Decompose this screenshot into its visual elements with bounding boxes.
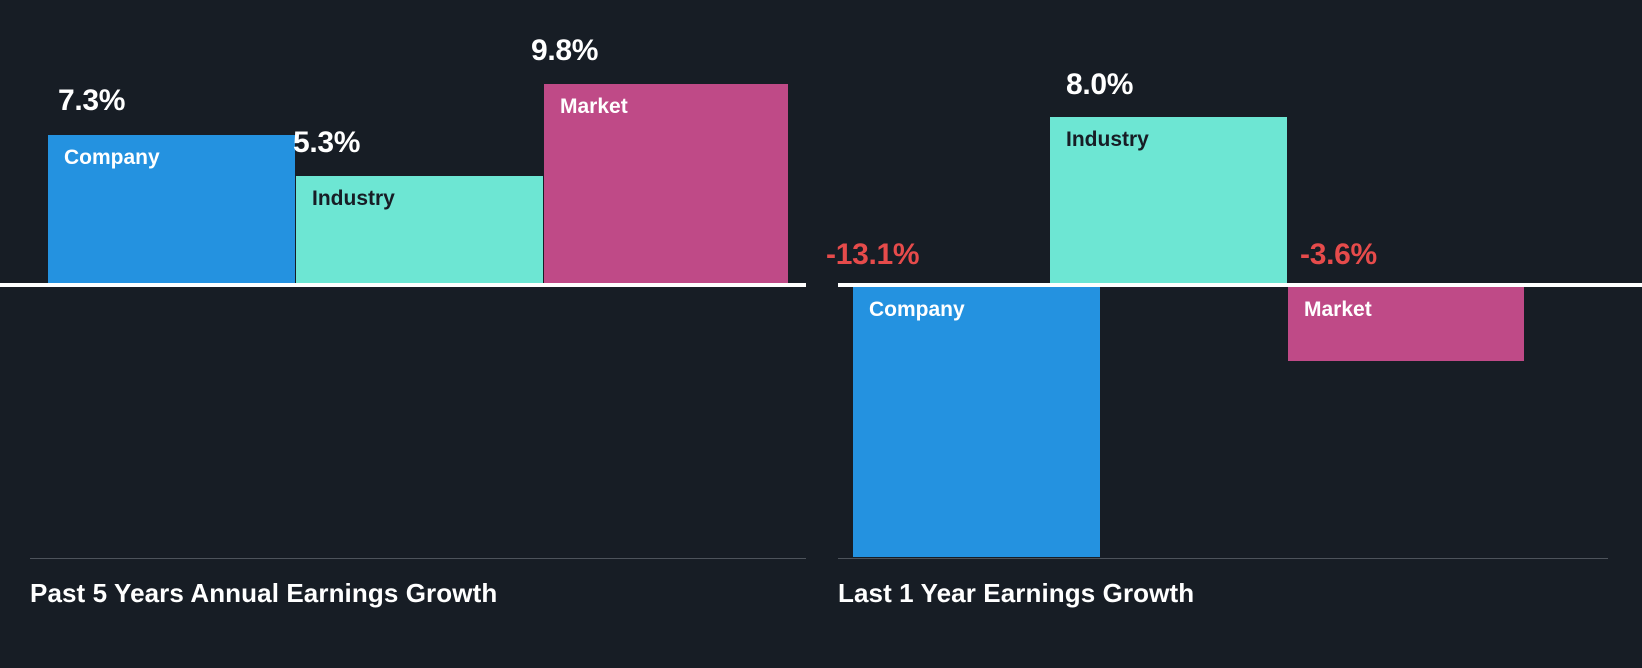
bar-label-industry: Industry <box>312 187 395 210</box>
panel-past-5-years: 7.3% Company 5.3% Industry 9.8% Market P… <box>0 0 806 668</box>
bar-industry[interactable]: Industry <box>1050 117 1287 283</box>
panel-footer-divider <box>30 558 806 559</box>
bar-label-market: Market <box>560 95 628 118</box>
value-label-market: -3.6% <box>1300 238 1377 271</box>
value-label-industry: 8.0% <box>1066 68 1134 101</box>
bar-market[interactable]: Market <box>544 84 788 283</box>
bar-company[interactable]: Company <box>853 287 1100 557</box>
panel-title-past-5-years: Past 5 Years Annual Earnings Growth <box>30 578 498 608</box>
bar-label-company: Company <box>64 146 160 169</box>
bar-industry[interactable]: Industry <box>296 176 543 283</box>
value-label-company: 7.3% <box>58 84 126 117</box>
panel-footer-divider <box>838 558 1608 559</box>
value-label-market: 9.8% <box>531 34 599 67</box>
panel-last-1-year: -13.1% Company 8.0% Industry -3.6% Marke… <box>826 0 1642 668</box>
value-label-company: -13.1% <box>826 238 920 271</box>
plot-area-past-5-years: 7.3% Company 5.3% Industry 9.8% Market <box>0 0 806 560</box>
plot-area-last-1-year: -13.1% Company 8.0% Industry -3.6% Marke… <box>826 0 1642 560</box>
bar-label-market: Market <box>1304 298 1372 321</box>
value-label-industry: 5.3% <box>293 126 361 159</box>
bar-label-company: Company <box>869 298 965 321</box>
bar-label-industry: Industry <box>1066 128 1149 151</box>
zero-baseline <box>838 283 1642 287</box>
bar-company[interactable]: Company <box>48 135 295 283</box>
bar-market[interactable]: Market <box>1288 287 1524 361</box>
panel-title-last-1-year: Last 1 Year Earnings Growth <box>838 578 1195 608</box>
zero-baseline <box>0 283 806 287</box>
